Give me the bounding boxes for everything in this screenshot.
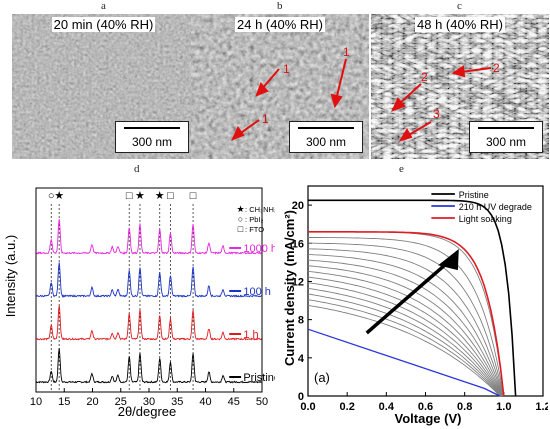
series-label-d-1: 1 h: [243, 329, 258, 341]
legend-label-d-2: : FTO: [245, 225, 264, 234]
x-tick-label-d-4: 30: [143, 396, 155, 408]
x-tick-label-e-5: 1.0: [496, 401, 511, 413]
x-tick-label-e-4: 0.8: [457, 401, 472, 413]
arrow-label-c-1: 2: [421, 70, 428, 84]
intermediate-curve-e-11: [307, 242, 504, 397]
x-tick-label-d-5: 35: [171, 396, 183, 408]
x-tick-label-e-6: 1.2: [535, 401, 548, 413]
chart-e: 0.0 0.2 0.4 0.6 0.8 1.0 1.2 0 4 8 12 16 20 Pristine 2…: [282, 185, 548, 426]
intermediate-curve-e-9: [307, 253, 504, 397]
peak-symbol-d-5: □: [167, 190, 174, 202]
peak-symbol-d-2: □: [126, 190, 133, 202]
intermediate-curve-e-4: [307, 282, 502, 397]
peak-symbol-d-4: ★: [155, 190, 165, 202]
sem-image-c: 2 2 3 48 h (40% RH) 300 nm: [371, 14, 549, 159]
intermediate-curve-e-6: [307, 270, 503, 397]
sem-image-a: 20 min (40% RH) 300 nm: [12, 14, 195, 159]
y-axis-label-e: Current density (mA/cm²): [282, 210, 297, 366]
plot-frame-d: [35, 187, 263, 393]
trend-arrow-e: [365, 260, 451, 335]
legend-label-d-0: : CH₃NH₃PbI₃: [245, 205, 275, 214]
series-label-d-2: 100 h: [243, 286, 271, 298]
arrow-label-c-3: 3: [433, 107, 440, 121]
series-label-d-0: Pristine: [243, 372, 275, 384]
intermediate-curve-e-0: [307, 304, 501, 397]
sem-texture-a: [12, 14, 195, 159]
intermediate-curve-e-12: [308, 237, 504, 397]
arrows-c: [391, 65, 492, 142]
series-line-e-1: [307, 328, 501, 397]
x-tick-label-d-1: 15: [58, 396, 70, 408]
scale-label-b: 300 nm: [305, 135, 347, 149]
peak-symbol-d-3: ★: [135, 190, 145, 202]
scale-bar-b: 300 nm: [289, 121, 363, 153]
panel-c-title: 48 h (40% RH): [415, 17, 505, 32]
series-line-d-1: [35, 305, 262, 341]
panel-b-title: 24 h (40% RH): [235, 17, 325, 32]
x-tick-label-d-2: 20: [86, 396, 98, 408]
intermediate-curve-e-1: [307, 299, 501, 397]
y-tick-label-e-4: 16: [292, 238, 304, 250]
arrow-label-b-3: 1: [262, 112, 269, 126]
scale-label-a: 300 nm: [131, 135, 173, 149]
panel-a-letter: a: [101, 0, 106, 12]
x-tick-label-d-6: 40: [199, 396, 211, 408]
x-tick-label-d-8: 50: [256, 396, 268, 408]
y-tick-label-e-0: 0: [298, 391, 304, 403]
legend-label-e-2: Light soaking: [459, 214, 512, 224]
legend-symbol-d-0: ★: [236, 204, 244, 214]
x-tick-label-d-3: 25: [115, 396, 127, 408]
scale-bar-c: 300 nm: [469, 121, 543, 153]
intermediate-curve-e-8: [307, 259, 503, 397]
series-label-d-3: 1000 h: [243, 243, 275, 255]
intermediate-curve-e-3: [307, 287, 502, 397]
arrows-b: [231, 58, 347, 141]
panel-c-letter: c: [457, 0, 462, 12]
peak-symbol-d-1: ★: [54, 190, 64, 202]
y-tick-label-e-2: 8: [298, 315, 304, 327]
series-line-d-3: [36, 219, 262, 255]
panel-annotation-e: (a): [314, 370, 330, 385]
scale-label-c: 300 nm: [485, 135, 527, 149]
x-tick-label-e-2: 0.4: [379, 401, 395, 413]
peak-symbol-d-6: □: [190, 190, 197, 202]
sem-image-b: 1 1 1 24 h (40% RH) 300 nm: [191, 14, 369, 159]
peak-symbol-d-0: ○: [48, 190, 55, 202]
intermediate-curve-e-2: [307, 293, 501, 397]
series-line-d-0: [35, 348, 262, 384]
series-line-e-0: [308, 199, 517, 397]
y-tick-label-e-3: 12: [292, 276, 304, 288]
intermediate-curve-e-7: [307, 265, 503, 397]
x-tick-label-e-0: 0.0: [300, 401, 315, 413]
x-tick-label-d-7: 45: [228, 396, 240, 408]
y-tick-label-e-1: 4: [298, 353, 305, 365]
legend-label-e-1: 210 h UV degrade: [459, 202, 532, 212]
arrow-label-b-1: 1: [283, 62, 290, 76]
arrow-label-b-2: 1: [343, 45, 350, 59]
panel-a-title: 20 min (40% RH): [51, 17, 156, 32]
series-line-d-2: [35, 262, 262, 298]
series-line-e-2: [308, 231, 505, 397]
x-axis-label-d: 2θ/degree: [118, 404, 177, 419]
panel-b-letter: b: [277, 0, 283, 12]
legend-symbol-d-1: ○: [238, 214, 243, 224]
x-tick-label-e-3: 0.6: [418, 401, 433, 413]
legend-label-d-1: : PbI₂: [245, 215, 263, 224]
panel-d-letter: d: [134, 163, 140, 175]
trend-arrowhead-e: [438, 249, 459, 271]
legend-symbol-d-2: □: [238, 224, 244, 234]
intermediate-curve-e-10: [307, 248, 504, 397]
arrow-label-c-2: 2: [493, 61, 500, 75]
panel-e-letter: e: [399, 163, 404, 175]
legend-label-e-0: Pristine: [459, 190, 489, 200]
y-tick-label-e-5: 20: [292, 200, 304, 212]
y-axis-label-d: Intensity (a.u.): [3, 235, 18, 317]
x-tick-label-e-1: 0.2: [340, 401, 355, 413]
scale-bar-a: 300 nm: [115, 121, 189, 153]
x-axis-label-e: Voltage (V): [395, 411, 462, 426]
x-tick-label-d-0: 10: [30, 396, 42, 408]
